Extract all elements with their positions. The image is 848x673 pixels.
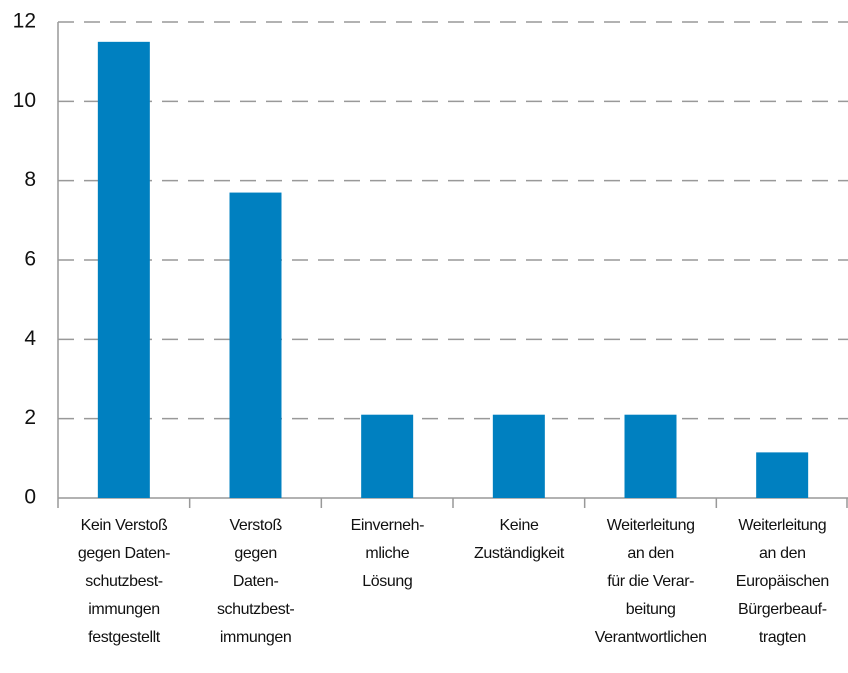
x-tick-label: Weiterleitung an den für die Verar- beit…: [594, 517, 707, 646]
bar: [624, 414, 677, 498]
bar: [229, 192, 282, 499]
x-tick-label: Keine Zuständigkeit: [474, 517, 564, 562]
y-tick-label: 0: [24, 486, 36, 509]
y-tick-label: 4: [24, 327, 36, 350]
bar: [97, 41, 150, 498]
x-tick-label: Verstoß gegen Daten- schutzbest- immunge…: [216, 517, 295, 646]
x-tick-label: Kein Verstoß gegen Daten- schutzbest- im…: [77, 517, 171, 646]
bar: [361, 414, 414, 498]
x-tick-label: Einverneh- mliche Lösung: [350, 517, 425, 590]
bar: [756, 452, 809, 498]
y-tick-label: 8: [24, 168, 36, 191]
x-tick-label: Weiterleitung an den Europäischen Bürger…: [735, 517, 829, 646]
bar: [492, 414, 545, 498]
y-tick-label: 2: [24, 406, 36, 429]
y-tick-label: 12: [13, 10, 36, 33]
y-tick-label: 10: [13, 89, 36, 112]
y-tick-label: 6: [24, 248, 36, 271]
